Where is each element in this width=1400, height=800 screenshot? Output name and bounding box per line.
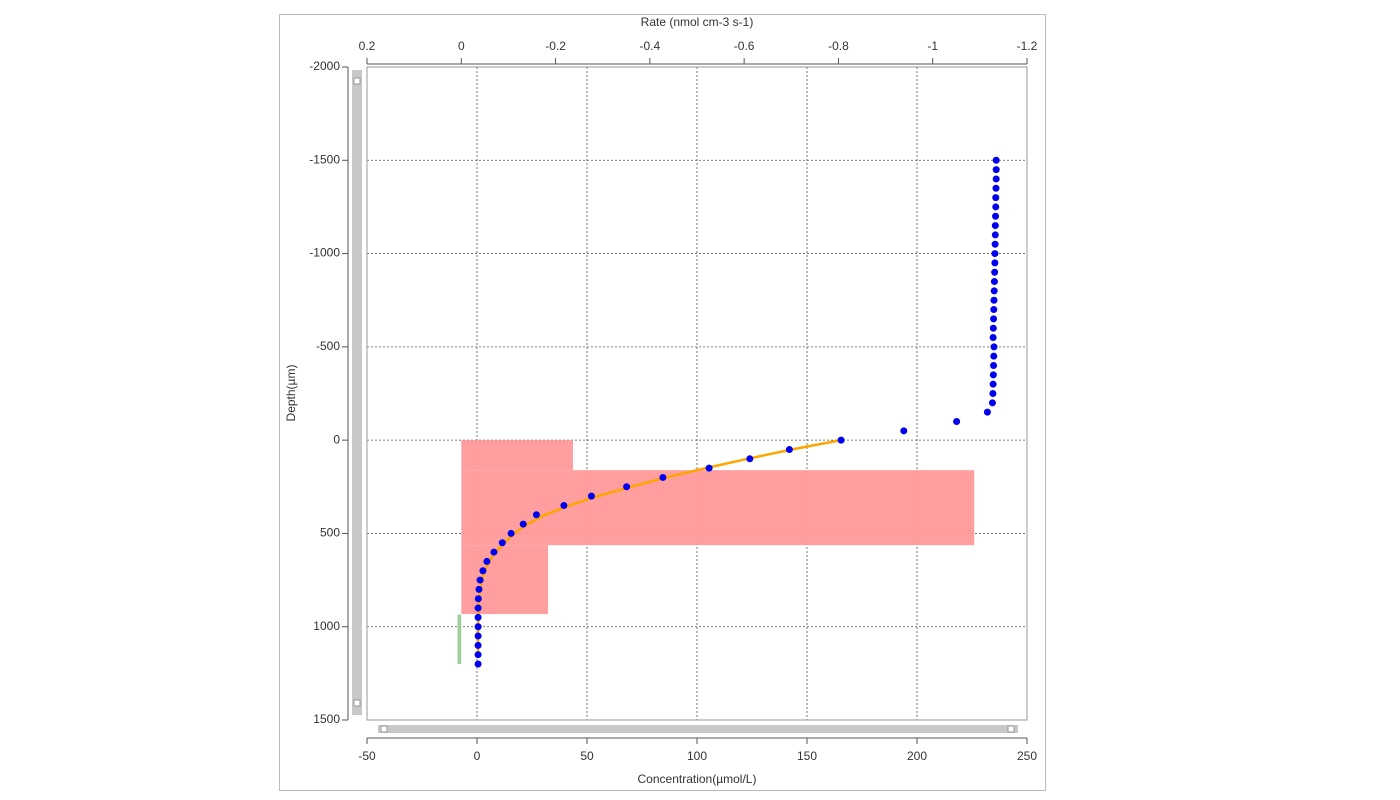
- data-point: [785, 445, 793, 453]
- data-point: [483, 557, 491, 565]
- data-point: [705, 464, 713, 472]
- x-axis-label: Concentration(µmol/L): [638, 772, 757, 786]
- y-tick-label: -500: [316, 339, 340, 353]
- data-point: [474, 660, 482, 668]
- x2-tick-label: 0.2: [359, 39, 376, 53]
- data-point: [659, 473, 667, 481]
- data-point: [474, 595, 482, 603]
- data-point: [475, 585, 483, 593]
- plot-border: [366, 66, 1028, 721]
- data-point: [498, 539, 506, 547]
- data-point: [991, 231, 999, 239]
- data-point: [991, 240, 999, 248]
- data-point: [991, 268, 999, 276]
- data-point: [992, 184, 1000, 192]
- scroll-handle[interactable]: [353, 77, 361, 85]
- y-tick-label: 1500: [313, 712, 340, 726]
- data-point: [476, 576, 484, 584]
- x2-axis-label: Rate (nmol cm-3 s-1): [641, 15, 754, 29]
- x2-tick-label: -0.8: [828, 39, 849, 53]
- data-point: [992, 194, 1000, 202]
- y-tick-label: -1500: [309, 152, 340, 166]
- y-tick-label: 1000: [313, 619, 340, 633]
- x2-tick-label: -1: [927, 39, 938, 53]
- scroll-handle[interactable]: [353, 699, 361, 707]
- x2-tick-label: -0.6: [734, 39, 755, 53]
- x-tick-label: 50: [580, 749, 594, 763]
- data-point: [519, 520, 527, 528]
- data-point: [992, 203, 1000, 211]
- data-point: [989, 390, 997, 397]
- data-point: [992, 175, 1000, 183]
- data-point: [983, 408, 991, 416]
- x2-tick-label: -0.4: [640, 39, 661, 53]
- data-point: [990, 306, 998, 314]
- scroll-handle[interactable]: [1007, 725, 1015, 733]
- x-tick-label: 100: [687, 749, 707, 763]
- data-point: [990, 315, 998, 323]
- data-point: [988, 399, 996, 407]
- data-point: [992, 156, 1000, 164]
- y-tick-label: 500: [320, 526, 340, 540]
- data-point: [474, 632, 482, 640]
- data-point: [474, 623, 482, 631]
- x-tick-label: 150: [797, 749, 817, 763]
- y-tick-label: 0: [333, 432, 340, 446]
- horizontal-scrollbar[interactable]: [378, 725, 1018, 733]
- data-point: [989, 371, 997, 379]
- data-point: [623, 483, 631, 491]
- data-point: [490, 548, 498, 556]
- x-tick-label: 0: [474, 749, 481, 763]
- x-tick-label: 200: [907, 749, 927, 763]
- rate-bar: [461, 545, 549, 615]
- y-tick-label: -2000: [309, 59, 340, 73]
- data-point: [837, 436, 845, 444]
- x2-tick-label: -1.2: [1017, 39, 1038, 53]
- data-point: [560, 501, 568, 509]
- scroll-handle[interactable]: [380, 725, 388, 733]
- y-tick-label: -1000: [309, 246, 340, 260]
- data-point: [989, 334, 997, 342]
- data-point: [587, 492, 595, 500]
- data-point: [990, 278, 998, 286]
- data-point: [989, 324, 997, 332]
- vertical-scrollbar[interactable]: [352, 70, 362, 715]
- data-point: [900, 427, 908, 435]
- data-point: [990, 343, 998, 351]
- x2-tick-label: -0.2: [545, 39, 566, 53]
- data-point: [746, 455, 754, 463]
- data-point: [474, 641, 482, 649]
- data-point: [953, 417, 961, 425]
- data-point: [990, 352, 998, 360]
- data-point: [989, 380, 997, 388]
- data-point: [507, 529, 515, 537]
- data-point: [532, 511, 540, 519]
- data-point: [479, 567, 487, 575]
- data-point: [474, 604, 482, 612]
- data-point: [992, 212, 1000, 220]
- data-point: [990, 287, 998, 295]
- data-point: [992, 166, 1000, 174]
- x2-tick-label: 0: [458, 39, 465, 53]
- rate-bar: [461, 470, 975, 546]
- data-point: [474, 613, 482, 621]
- data-point: [991, 250, 999, 258]
- data-point: [991, 259, 999, 267]
- x-tick-label: 250: [1017, 749, 1037, 763]
- rate-bar: [461, 440, 574, 471]
- data-point: [990, 296, 998, 304]
- x-tick-label: -50: [358, 749, 376, 763]
- y-axis-label: Depth(µm): [284, 365, 298, 422]
- data-point: [991, 222, 999, 230]
- data-point: [474, 651, 482, 659]
- data-point: [990, 362, 998, 370]
- window-frame: [279, 14, 1046, 791]
- rate-bar: [457, 614, 462, 665]
